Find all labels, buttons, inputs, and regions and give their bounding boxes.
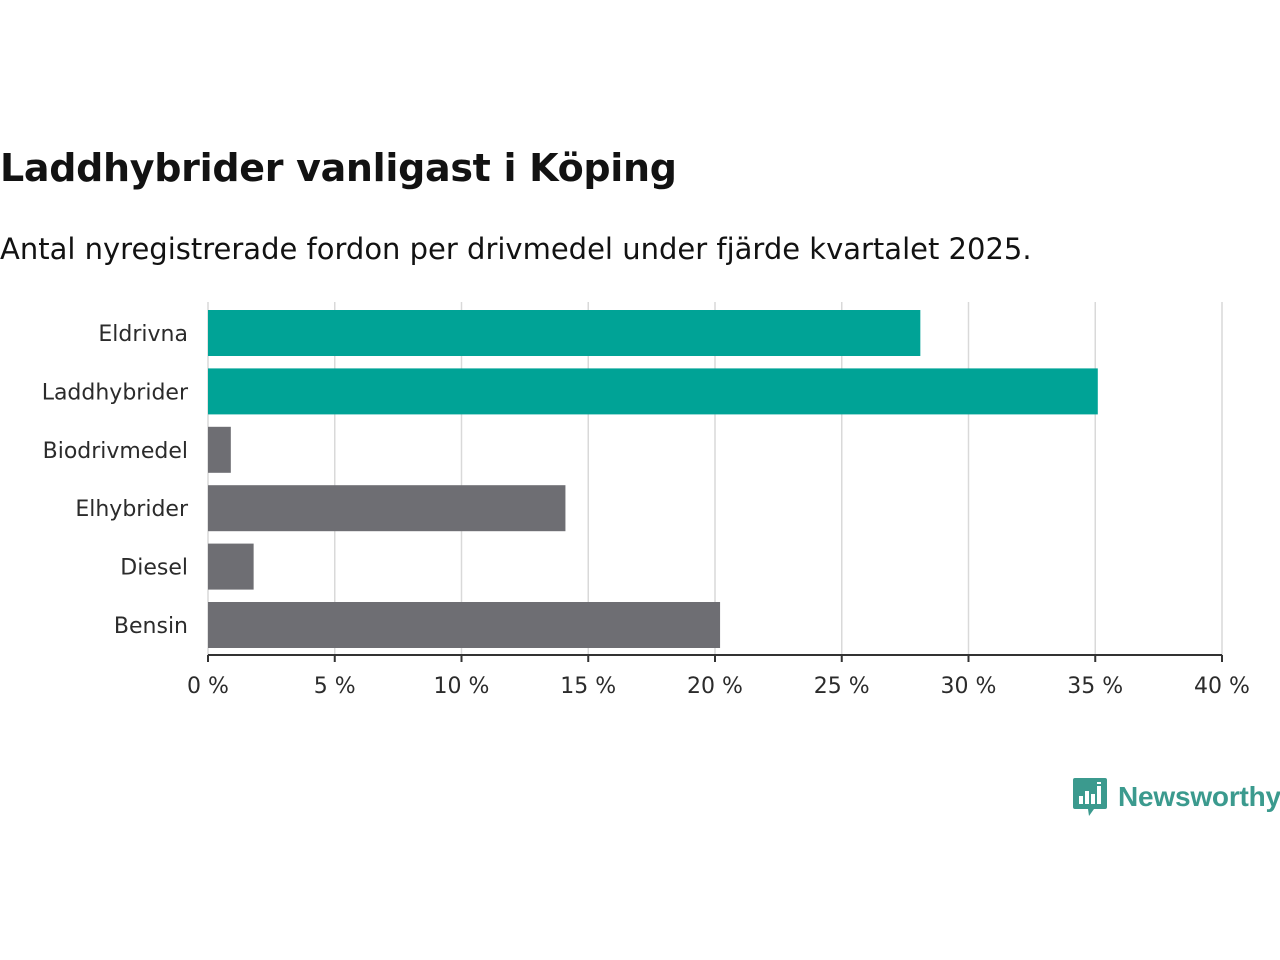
bar-biodrivmedel [208, 426, 231, 473]
chart-subtitle: Antal nyregistrerade fordon per drivmede… [0, 232, 1032, 266]
category-label-bensin: Bensin [114, 614, 188, 639]
x-tick-label-0: 0 % [187, 674, 229, 699]
grid-lines [207, 302, 1223, 655]
bar-diesel [208, 543, 254, 590]
category-label-biodrivmedel: Biodrivmedel [43, 439, 188, 464]
x-tick-label-20: 20 % [687, 674, 743, 699]
bar-laddhybrider [208, 368, 1098, 415]
category-label-laddhybrider: Laddhybrider [42, 380, 189, 405]
brand-name: Newsworthy [1118, 781, 1280, 812]
category-label-diesel: Diesel [120, 556, 188, 581]
x-tick-label-10: 10 % [434, 674, 490, 699]
x-tick-label-35: 35 % [1067, 674, 1123, 699]
bar-bensin [208, 602, 721, 648]
bars [208, 310, 1098, 648]
x-tick-label-40: 40 % [1194, 674, 1250, 699]
bar-elhybrider [208, 485, 566, 532]
x-tick-label-15: 15 % [560, 674, 616, 699]
x-tick-label-25: 25 % [814, 674, 870, 699]
x-tick-label-30: 30 % [941, 674, 997, 699]
category-labels: Eldrivna Laddhybrider Biodrivmedel Elhybrid… [42, 322, 189, 639]
newsworthy-logo-icon [1073, 778, 1107, 816]
category-label-elhybrider: Elhybrider [75, 497, 189, 522]
x-axis: 0 % 5 % 10 % 15 % 20 % 25 % 30 % 35 % 40 % [187, 654, 1250, 699]
category-label-eldrivna: Eldrivna [98, 322, 188, 347]
chart-title: Laddhybrider vanligast i Köping [0, 146, 677, 190]
brand-logo: Newsworthy [1072, 776, 1280, 818]
bar-eldrivna [208, 310, 921, 356]
x-tick-label-5: 5 % [314, 674, 356, 699]
